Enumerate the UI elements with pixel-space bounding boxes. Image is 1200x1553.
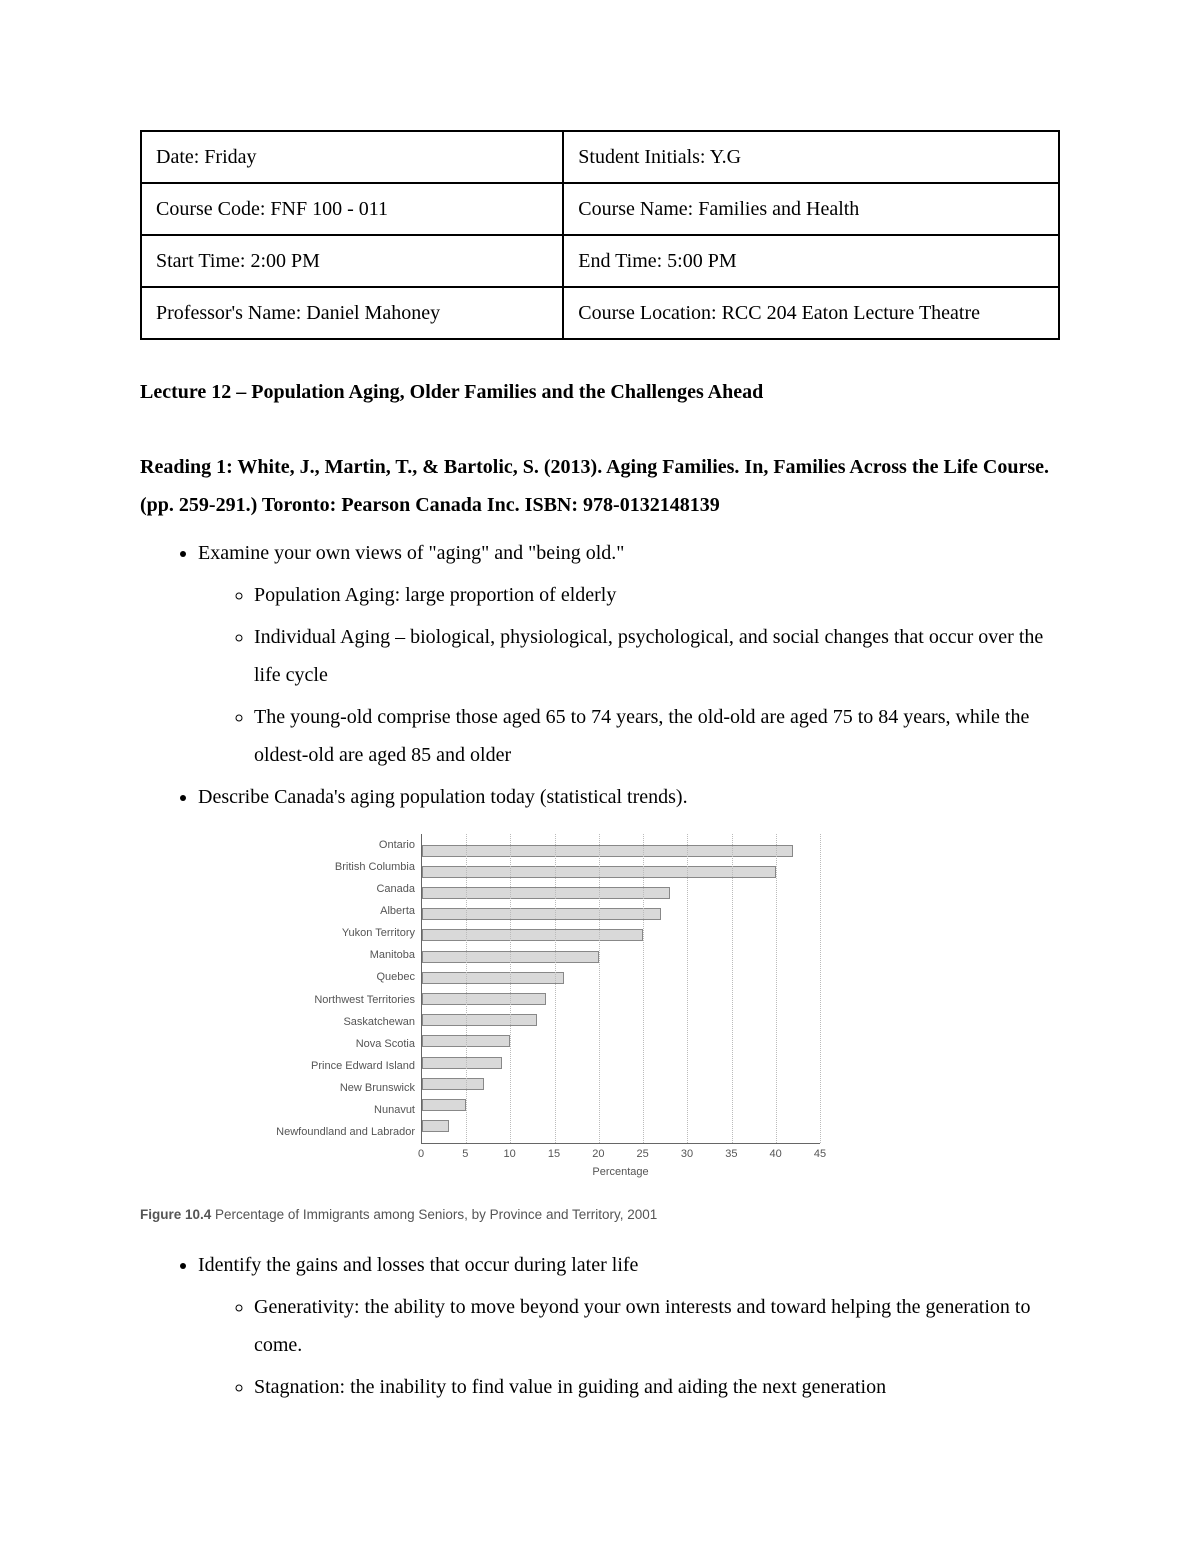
chart-row-label: New Brunswick [260,1083,415,1094]
chart-gridline [820,834,821,1143]
chart-gridline [643,834,644,1143]
chart-row-label: Saskatchewan [260,1017,415,1028]
chart-gridline [687,834,688,1143]
bullet-list-2: Identify the gains and losses that occur… [140,1246,1060,1406]
course-info-table: Date: Friday Student Initials: Y.G Cours… [140,130,1060,340]
info-start-time: Start Time: 2:00 PM [141,235,563,287]
chart-row-label: Canada [260,884,415,895]
chart-gridline [732,834,733,1143]
chart-bar [422,887,670,899]
list-item: Describe Canada's aging population today… [198,778,1060,816]
chart-bar [422,972,564,984]
list-item: Population Aging: large proportion of el… [254,576,1060,614]
chart-row-label: Ontario [260,840,415,851]
chart-x-tick: 10 [504,1144,516,1165]
info-course-name: Course Name: Families and Health [563,183,1059,235]
chart-row-label: Newfoundland and Labrador [260,1127,415,1138]
list-item: Stagnation: the inability to find value … [254,1368,1060,1406]
chart-row-label: Yukon Territory [260,928,415,939]
list-item: The young-old comprise those aged 65 to … [254,698,1060,774]
chart-gridline [555,834,556,1143]
chart-x-tick: 20 [592,1144,604,1165]
chart-x-tick: 30 [681,1144,693,1165]
chart-x-tick: 45 [814,1144,826,1165]
info-professor: Professor's Name: Daniel Mahoney [141,287,563,339]
chart-row-label: Nunavut [260,1105,415,1116]
chart-x-tick: 15 [548,1144,560,1165]
chart-bar [422,1099,466,1111]
bullet-text: Identify the gains and losses that occur… [198,1254,638,1276]
info-course-code: Course Code: FNF 100 - 011 [141,183,563,235]
caption-lead: Figure 10.4 [140,1207,211,1222]
chart-x-tick: 40 [770,1144,782,1165]
lecture-title: Lecture 12 – Population Aging, Older Fam… [140,376,1060,408]
chart-bar [422,908,661,920]
chart-x-tick: 0 [418,1144,424,1165]
chart-row-label: Alberta [260,906,415,917]
info-date: Date: Friday [141,131,563,183]
chart-x-axis-label: Percentage [421,1162,820,1183]
list-item: Examine your own views of "aging" and "b… [198,534,1060,774]
bullet-text: Examine your own views of "aging" and "b… [198,542,624,564]
list-item: Individual Aging – biological, physiolog… [254,618,1060,694]
chart-gridline [776,834,777,1143]
chart-x-tick: 25 [637,1144,649,1165]
list-item: Identify the gains and losses that occur… [198,1246,1060,1406]
info-end-time: End Time: 5:00 PM [563,235,1059,287]
chart-gridline [599,834,600,1143]
list-item: Generativity: the ability to move beyond… [254,1288,1060,1364]
chart-x-ticks: 051015202530354045 [421,1144,820,1160]
bullet-list-1: Examine your own views of "aging" and "b… [140,534,1060,816]
chart-row-label: Manitoba [260,950,415,961]
chart-gridline [466,834,467,1143]
chart-row-label: Nova Scotia [260,1039,415,1050]
chart-gridline [510,834,511,1143]
chart-bar [422,1078,484,1090]
chart-x-tick: 5 [462,1144,468,1165]
chart-caption: Figure 10.4 Percentage of Immigrants amo… [140,1205,660,1225]
chart-y-labels: Ontario British Columbia Canada Alberta Yuko… [260,834,421,1144]
chart-row-label: Prince Edward Island [260,1061,415,1072]
chart-row-label: British Columbia [260,862,415,873]
chart-bar [422,845,793,857]
reading-title: Reading 1: White, J., Martin, T., & Bart… [140,448,1060,524]
chart-row-label: Northwest Territories [260,995,415,1006]
sub-list: Generativity: the ability to move beyond… [198,1288,1060,1406]
chart-row-label: Quebec [260,972,415,983]
chart-bar [422,993,546,1005]
chart-bar [422,1014,537,1026]
chart-bar [422,1057,502,1069]
chart-plot-area [421,834,820,1144]
info-initials: Student Initials: Y.G [563,131,1059,183]
chart-figure: Ontario British Columbia Canada Alberta Yuko… [260,834,820,1183]
chart-bar [422,1120,449,1132]
info-location: Course Location: RCC 204 Eaton Lecture T… [563,287,1059,339]
chart-x-tick: 35 [725,1144,737,1165]
document-page: Date: Friday Student Initials: Y.G Cours… [0,0,1200,1553]
chart-bar [422,929,643,941]
sub-list: Population Aging: large proportion of el… [198,576,1060,774]
caption-rest: Percentage of Immigrants among Seniors, … [211,1207,657,1222]
